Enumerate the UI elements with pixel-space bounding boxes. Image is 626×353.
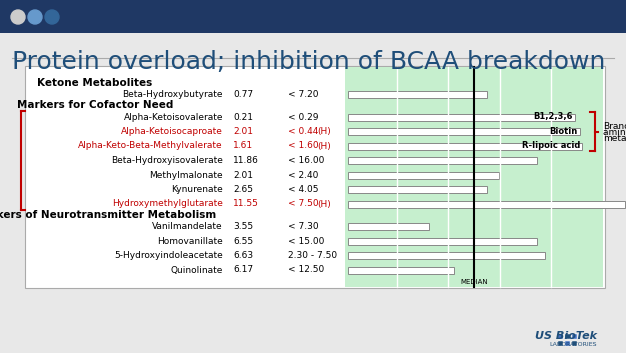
FancyBboxPatch shape bbox=[348, 157, 537, 164]
FancyBboxPatch shape bbox=[348, 128, 580, 135]
Text: Markers for Cofactor Need: Markers for Cofactor Need bbox=[17, 101, 173, 110]
Text: < 16.00: < 16.00 bbox=[288, 156, 324, 165]
Text: MEDIAN: MEDIAN bbox=[460, 279, 488, 285]
FancyBboxPatch shape bbox=[348, 186, 486, 193]
Text: Kynurenate: Kynurenate bbox=[172, 185, 223, 194]
Text: R-lipoic acid: R-lipoic acid bbox=[522, 142, 580, 150]
Text: Beta-Hydroxyisovalerate: Beta-Hydroxyisovalerate bbox=[111, 156, 223, 165]
FancyBboxPatch shape bbox=[348, 172, 499, 179]
Text: Hydroxymethylglutarate: Hydroxymethylglutarate bbox=[112, 199, 223, 209]
FancyBboxPatch shape bbox=[345, 67, 603, 287]
FancyBboxPatch shape bbox=[0, 0, 626, 33]
Text: 2.30 - 7.50: 2.30 - 7.50 bbox=[288, 251, 337, 260]
Text: < 7.50: < 7.50 bbox=[288, 199, 319, 209]
Text: Quinolinate: Quinolinate bbox=[171, 265, 223, 275]
Text: metabolites: metabolites bbox=[603, 134, 626, 143]
FancyBboxPatch shape bbox=[572, 334, 577, 339]
Text: 11.55: 11.55 bbox=[233, 199, 259, 209]
Text: 6.17: 6.17 bbox=[233, 265, 253, 275]
FancyBboxPatch shape bbox=[348, 267, 454, 274]
Text: Alpha-Ketoisocaproate: Alpha-Ketoisocaproate bbox=[121, 127, 223, 136]
Text: 1.61: 1.61 bbox=[233, 142, 253, 150]
Text: (H): (H) bbox=[317, 142, 331, 150]
Text: US BioTek: US BioTek bbox=[535, 331, 597, 341]
Text: 0.77: 0.77 bbox=[233, 90, 253, 99]
Text: Beta-Hydroxybutyrate: Beta-Hydroxybutyrate bbox=[123, 90, 223, 99]
FancyBboxPatch shape bbox=[348, 201, 625, 208]
Text: 5-Hydroxyindoleacetate: 5-Hydroxyindoleacetate bbox=[115, 251, 223, 260]
Text: Homovanillate: Homovanillate bbox=[157, 237, 223, 245]
FancyBboxPatch shape bbox=[565, 341, 570, 346]
Text: < 4.05: < 4.05 bbox=[288, 185, 319, 194]
Text: LABORATORIES: LABORATORIES bbox=[550, 342, 597, 347]
Circle shape bbox=[45, 10, 59, 24]
FancyBboxPatch shape bbox=[558, 334, 563, 339]
Text: 0.21: 0.21 bbox=[233, 113, 253, 121]
Text: Alpha-Ketoisovalerate: Alpha-Ketoisovalerate bbox=[123, 113, 223, 121]
Text: < 12.50: < 12.50 bbox=[288, 265, 324, 275]
FancyBboxPatch shape bbox=[348, 143, 582, 150]
Text: < 15.00: < 15.00 bbox=[288, 237, 324, 245]
FancyBboxPatch shape bbox=[348, 114, 575, 120]
Text: < 7.20: < 7.20 bbox=[288, 90, 319, 99]
Text: < 0.29: < 0.29 bbox=[288, 113, 319, 121]
Text: (H): (H) bbox=[317, 199, 331, 209]
Text: Vanilmandelate: Vanilmandelate bbox=[152, 222, 223, 231]
FancyBboxPatch shape bbox=[25, 66, 605, 288]
Text: < 2.40: < 2.40 bbox=[288, 170, 319, 179]
Text: 2.01: 2.01 bbox=[233, 127, 253, 136]
Circle shape bbox=[28, 10, 42, 24]
Text: (H): (H) bbox=[317, 127, 331, 136]
FancyBboxPatch shape bbox=[558, 341, 563, 346]
FancyBboxPatch shape bbox=[348, 252, 545, 259]
Text: 2.01: 2.01 bbox=[233, 170, 253, 179]
FancyBboxPatch shape bbox=[348, 223, 429, 230]
Text: 11.86: 11.86 bbox=[233, 156, 259, 165]
Text: Markers of Neurotransmitter Metabolism: Markers of Neurotransmitter Metabolism bbox=[0, 210, 216, 220]
Text: 2.65: 2.65 bbox=[233, 185, 253, 194]
Text: Biotin: Biotin bbox=[550, 127, 578, 136]
FancyBboxPatch shape bbox=[348, 91, 486, 98]
FancyBboxPatch shape bbox=[572, 341, 577, 346]
FancyBboxPatch shape bbox=[348, 238, 537, 245]
Text: B1,2,3,6: B1,2,3,6 bbox=[533, 113, 573, 121]
Text: 6.55: 6.55 bbox=[233, 237, 253, 245]
Circle shape bbox=[11, 10, 25, 24]
Text: < 1.60: < 1.60 bbox=[288, 142, 319, 150]
Text: Protein overload; inhibition of BCAA breakdown: Protein overload; inhibition of BCAA bre… bbox=[12, 50, 605, 74]
Text: < 0.44: < 0.44 bbox=[288, 127, 319, 136]
Text: Methylmalonate: Methylmalonate bbox=[150, 170, 223, 179]
Text: Branch-chain: Branch-chain bbox=[603, 122, 626, 131]
Text: Ketone Metabolites: Ketone Metabolites bbox=[38, 78, 153, 88]
Text: 6.63: 6.63 bbox=[233, 251, 253, 260]
Text: < 7.30: < 7.30 bbox=[288, 222, 319, 231]
FancyBboxPatch shape bbox=[565, 334, 570, 339]
Text: Alpha-Keto-Beta-Methylvalerate: Alpha-Keto-Beta-Methylvalerate bbox=[78, 142, 223, 150]
Text: amino acid: amino acid bbox=[603, 128, 626, 137]
Text: 3.55: 3.55 bbox=[233, 222, 253, 231]
